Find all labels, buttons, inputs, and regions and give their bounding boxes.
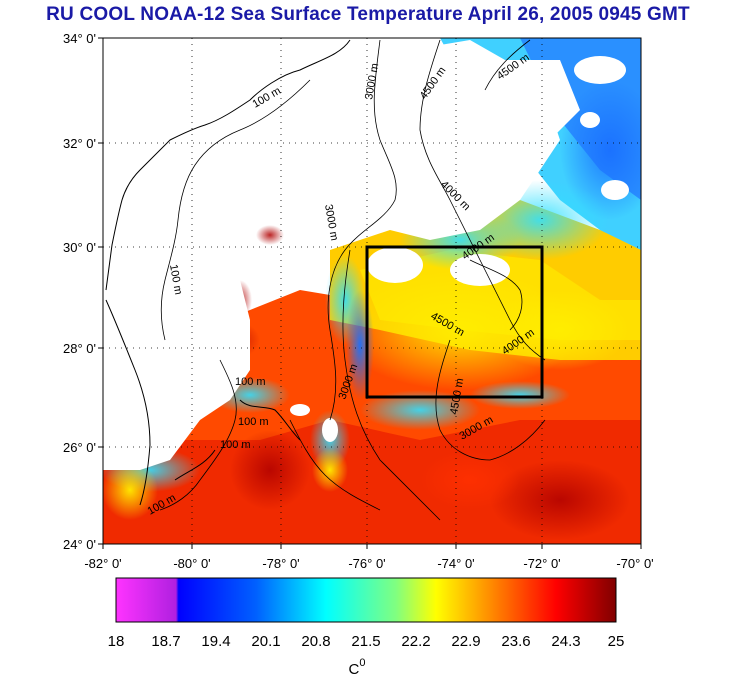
lat-label: 32° 0' xyxy=(63,136,96,151)
contour-label-100m: 100 m xyxy=(167,263,184,295)
axis-ticks xyxy=(98,37,642,549)
colorbar: 18 18.7 19.4 20.1 20.8 21.5 22.2 22.9 23.6 24.3 25… xyxy=(108,577,625,678)
lat-label: 30° 0' xyxy=(63,240,96,255)
colorbar-unit-superscript: 0 xyxy=(359,657,365,669)
colorbar-tick-label: 18 xyxy=(108,633,125,650)
bathymetry-contours xyxy=(159,39,546,521)
contour-label-100m: 100 m xyxy=(238,416,269,428)
colorbar-unit: C xyxy=(349,661,360,678)
lat-label: 26° 0' xyxy=(63,440,96,455)
longitude-labels: -82° 0' -80° 0' -78° 0' -76° 0' -74° 0' … xyxy=(84,556,653,571)
lon-label: -72° 0' xyxy=(523,556,560,571)
colorbar-tick-label: 22.2 xyxy=(401,633,430,650)
lat-label: 28° 0' xyxy=(63,341,96,356)
colorbar-tick-label: 19.4 xyxy=(201,633,230,650)
lon-label: -70° 0' xyxy=(616,556,653,571)
colorbar-tick-label: 22.9 xyxy=(451,633,480,650)
colorbar-unit-label: C0 xyxy=(349,657,366,678)
colorbar-tick-label: 20.8 xyxy=(301,633,330,650)
colorbar-tick-labels: 18 18.7 19.4 20.1 20.8 21.5 22.2 22.9 23.6 24.3 25 xyxy=(108,633,625,650)
coastline xyxy=(105,39,351,506)
lat-label: 24° 0' xyxy=(63,537,96,552)
lon-label: -80° 0' xyxy=(173,556,210,571)
colorbar-tick-label: 23.6 xyxy=(501,633,530,650)
colorbar-tick-label: 18.7 xyxy=(151,633,180,650)
lon-label: -82° 0' xyxy=(84,556,121,571)
map-title: RU COOL NOAA-12 Sea Surface Temperature … xyxy=(46,4,690,25)
lon-label: -74° 0' xyxy=(437,556,474,571)
lon-label: -78° 0' xyxy=(262,556,299,571)
lat-label: 34° 0' xyxy=(63,31,96,46)
lon-label: -76° 0' xyxy=(348,556,385,571)
colorbar-tick-label: 24.3 xyxy=(551,633,580,650)
contour-label-100m: 100 m xyxy=(235,376,266,388)
colorbar-tick-label: 20.1 xyxy=(251,633,280,650)
latitude-labels: 34° 0' 32° 0' 30° 0' 28° 0' 26° 0' 24° 0… xyxy=(63,31,96,552)
study-area-box xyxy=(365,245,544,399)
colorbar-frame xyxy=(115,577,617,623)
contour-label-100m: 100 m xyxy=(220,439,251,451)
colorbar-ramp xyxy=(116,578,616,622)
colorbar-tick-label: 21.5 xyxy=(351,633,380,650)
sst-field xyxy=(103,38,641,544)
map-frame xyxy=(102,37,642,545)
colorbar-tick-label: 25 xyxy=(608,633,625,650)
